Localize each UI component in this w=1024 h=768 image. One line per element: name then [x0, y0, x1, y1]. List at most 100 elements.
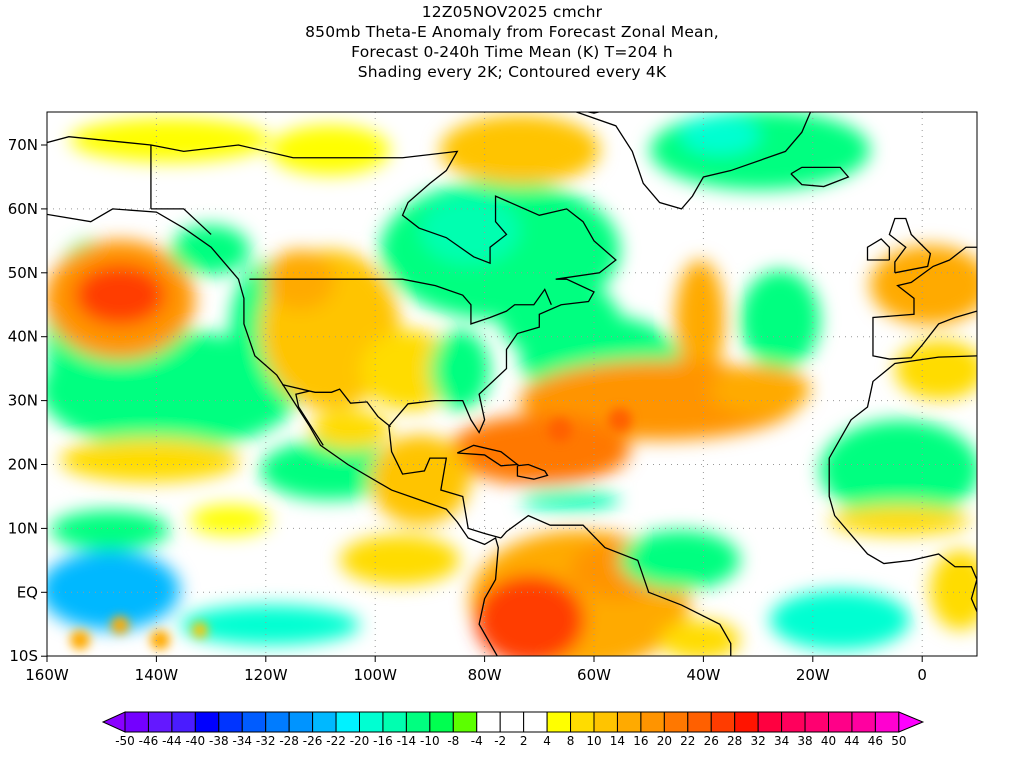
colorbar-box: [405, 711, 431, 733]
colorbar-box: [710, 711, 736, 733]
colorbar-label: -8: [447, 734, 459, 748]
colorbar-label: -4: [471, 734, 483, 748]
colorbar: -50 -46 -44 -40 -38 -34 -32 -28 -26 -22 -20 -16 -14-…: [101, 711, 925, 748]
colorbar-box: [147, 711, 173, 733]
colorbar-box: [874, 711, 900, 733]
title-line-1: 12Z05NOV2025 cmchr: [421, 3, 603, 21]
colorbar-label: 28: [727, 734, 742, 748]
lon-label: 40W: [686, 666, 720, 684]
coastline: [249, 278, 552, 325]
colorbar-box: [194, 711, 220, 733]
colorbar-label: -26: [303, 734, 323, 748]
colorbar-box: [851, 711, 876, 733]
coastline: [866, 238, 891, 261]
colorbar-box: [265, 711, 290, 733]
colorbar-label: -34: [232, 734, 252, 748]
colorbar-box: [499, 711, 525, 733]
colorbar-box: [757, 711, 783, 733]
colorbar-box: [171, 711, 196, 733]
colorbar-box: [593, 711, 618, 733]
coastline: [282, 383, 391, 428]
coastline: [456, 444, 520, 467]
colorbar-label: -10: [420, 734, 440, 748]
title-line-3: Forecast 0-240h Time Mean (K) T=204 h: [351, 43, 673, 61]
lat-label: 10N: [8, 519, 38, 537]
lon-label: 140W: [135, 666, 179, 684]
colorbar-box: [288, 711, 314, 733]
longitude-axis: 160W 140W 120W 100W 80W 60W 40W 20W 0: [25, 656, 927, 684]
title-line-2: 850mb Theta-E Anomaly from Forecast Zona…: [305, 23, 719, 41]
colorbar-box: [734, 711, 759, 733]
colorbar-label: -50: [115, 734, 135, 748]
lat-label: 30N: [8, 392, 38, 410]
lat-label: EQ: [17, 583, 38, 601]
colorbar-label: 4: [543, 734, 551, 748]
coastline: [574, 112, 812, 210]
lat-label: 40N: [8, 328, 38, 346]
colorbar-box: [359, 711, 384, 733]
colorbar-box: [781, 711, 806, 733]
colorbar-label: 38: [797, 734, 812, 748]
colorbar-label: -40: [186, 734, 206, 748]
lon-label: 60W: [577, 666, 611, 684]
colorbar-label: -14: [397, 734, 417, 748]
coastline: [500, 514, 732, 656]
colorbar-label: 20: [657, 734, 672, 748]
lat-label: 70N: [8, 136, 38, 154]
colorbar-label: -32: [256, 734, 276, 748]
colorbar-high-triangle: [898, 711, 925, 733]
colorbar-box: [241, 711, 267, 733]
coastline: [790, 166, 850, 188]
colorbar-box: [570, 711, 595, 733]
latitude-axis: 70N 60N 50N 40N 30N 20N 10N EQ 10S: [8, 136, 47, 665]
coastline: [516, 463, 549, 480]
coastline: [888, 217, 932, 274]
colorbar-box: [804, 711, 829, 733]
colorbar-label: 32: [751, 734, 766, 748]
colorbar-label: -20: [350, 734, 370, 748]
coastline: [150, 208, 212, 235]
colorbar-label: -22: [326, 734, 346, 748]
lat-label: 50N: [8, 264, 38, 282]
colorbar-box: [452, 711, 478, 733]
lon-label: 120W: [244, 666, 288, 684]
colorbar-label: 40: [821, 734, 836, 748]
coastline: [872, 246, 977, 360]
coastlines: [47, 112, 977, 656]
lat-label: 10S: [9, 647, 38, 665]
lon-label: 100W: [353, 666, 397, 684]
colorbar-label: 10: [586, 734, 601, 748]
graticule: [47, 112, 977, 656]
colorbar-label: -2: [494, 734, 506, 748]
lat-label: 20N: [8, 456, 38, 474]
shading-field: [47, 112, 977, 656]
colorbar-label: 16: [633, 734, 648, 748]
colorbar-label: 14: [610, 734, 625, 748]
colorbar-box: [124, 711, 149, 733]
lon-label: 80W: [468, 666, 502, 684]
colorbar-label: 8: [567, 734, 575, 748]
colorbar-box: [616, 711, 642, 733]
coastline: [295, 390, 324, 446]
colorbar-box: [663, 711, 689, 733]
lat-label: 60N: [8, 200, 38, 218]
colorbar-box: [523, 711, 548, 733]
colorbar-label: 2: [520, 734, 528, 748]
colorbar-box: [687, 711, 712, 733]
coastline: [47, 208, 499, 656]
colorbar-label: -44: [162, 734, 182, 748]
title-line-4: Shading every 2K; Contoured every 4K: [357, 63, 667, 81]
colorbar-low-triangle: [101, 711, 126, 733]
colorbar-label: -28: [279, 734, 299, 748]
colorbar-box: [640, 711, 665, 733]
colorbar-box: [429, 711, 454, 733]
colorbar-label: -38: [209, 734, 229, 748]
colorbar-box: [218, 711, 243, 733]
colorbar-label: -46: [139, 734, 159, 748]
map-frame: [46, 111, 978, 657]
colorbar-box: [335, 711, 360, 733]
lon-label: 0: [917, 666, 927, 684]
colorbar-label: 22: [680, 734, 695, 748]
colorbar-label: 46: [868, 734, 883, 748]
